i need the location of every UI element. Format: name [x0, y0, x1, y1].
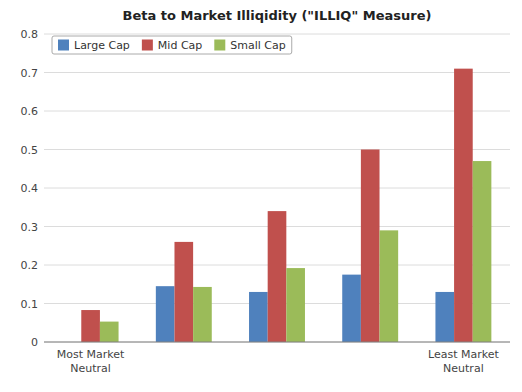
y-axis: 0 0.1 0.2 0.3 0.4 0.5 0.6 0.7 0.8 — [21, 28, 39, 349]
bar — [454, 69, 473, 342]
x-tick-label-line: Neutral — [70, 362, 111, 375]
bar — [174, 242, 193, 342]
x-tick-label-line: Most Market — [57, 348, 125, 361]
legend-swatch — [142, 40, 153, 51]
grid-line — [44, 72, 510, 73]
grid-line — [44, 34, 510, 35]
y-tick-label: 0.7 — [21, 67, 39, 80]
bar — [380, 230, 399, 342]
x-tick-label-line: Least Market — [428, 348, 499, 361]
bar — [156, 286, 175, 342]
y-tick-label: 0.6 — [21, 105, 39, 118]
bar — [193, 287, 212, 342]
grid-line — [44, 149, 510, 150]
legend: Large Cap Mid Cap Small Cap — [52, 36, 292, 54]
legend-frame — [52, 36, 292, 54]
grid-line — [44, 188, 510, 189]
grid — [44, 34, 510, 342]
bars — [81, 69, 491, 342]
y-tick-label: 0.3 — [21, 221, 39, 234]
y-tick-label: 0 — [31, 336, 38, 349]
bar — [435, 292, 454, 342]
bar — [249, 292, 268, 342]
bar — [342, 275, 361, 342]
bar — [100, 322, 119, 342]
chart-svg: Beta to Market Illiqidity ("ILLIQ" Measu… — [0, 0, 522, 392]
y-tick-label: 0.2 — [21, 259, 39, 272]
chart-title: Beta to Market Illiqidity ("ILLIQ" Measu… — [123, 8, 432, 23]
y-tick-label: 0.4 — [21, 182, 39, 195]
legend-swatch — [58, 40, 69, 51]
grid-line — [44, 342, 510, 343]
x-tick-label: Least MarketNeutral — [428, 348, 499, 375]
grid-line — [44, 111, 510, 112]
x-tick-label: Most MarketNeutral — [57, 348, 125, 375]
legend-swatch — [214, 40, 225, 51]
bar — [81, 310, 100, 342]
bar — [361, 150, 380, 343]
legend-label: Small Cap — [230, 39, 285, 52]
bar — [286, 268, 305, 342]
y-tick-label: 0.1 — [21, 298, 39, 311]
bar — [473, 161, 492, 342]
y-tick-label: 0.8 — [21, 28, 39, 41]
x-axis-line — [44, 342, 510, 343]
y-tick-label: 0.5 — [21, 144, 39, 157]
legend-label: Mid Cap — [158, 39, 202, 52]
x-axis: Most MarketNeutralLeast MarketNeutral — [44, 342, 510, 375]
bar — [268, 211, 287, 342]
chart-container: Beta to Market Illiqidity ("ILLIQ" Measu… — [0, 0, 522, 392]
legend-label: Large Cap — [74, 39, 130, 52]
x-tick-label-line: Neutral — [443, 362, 484, 375]
